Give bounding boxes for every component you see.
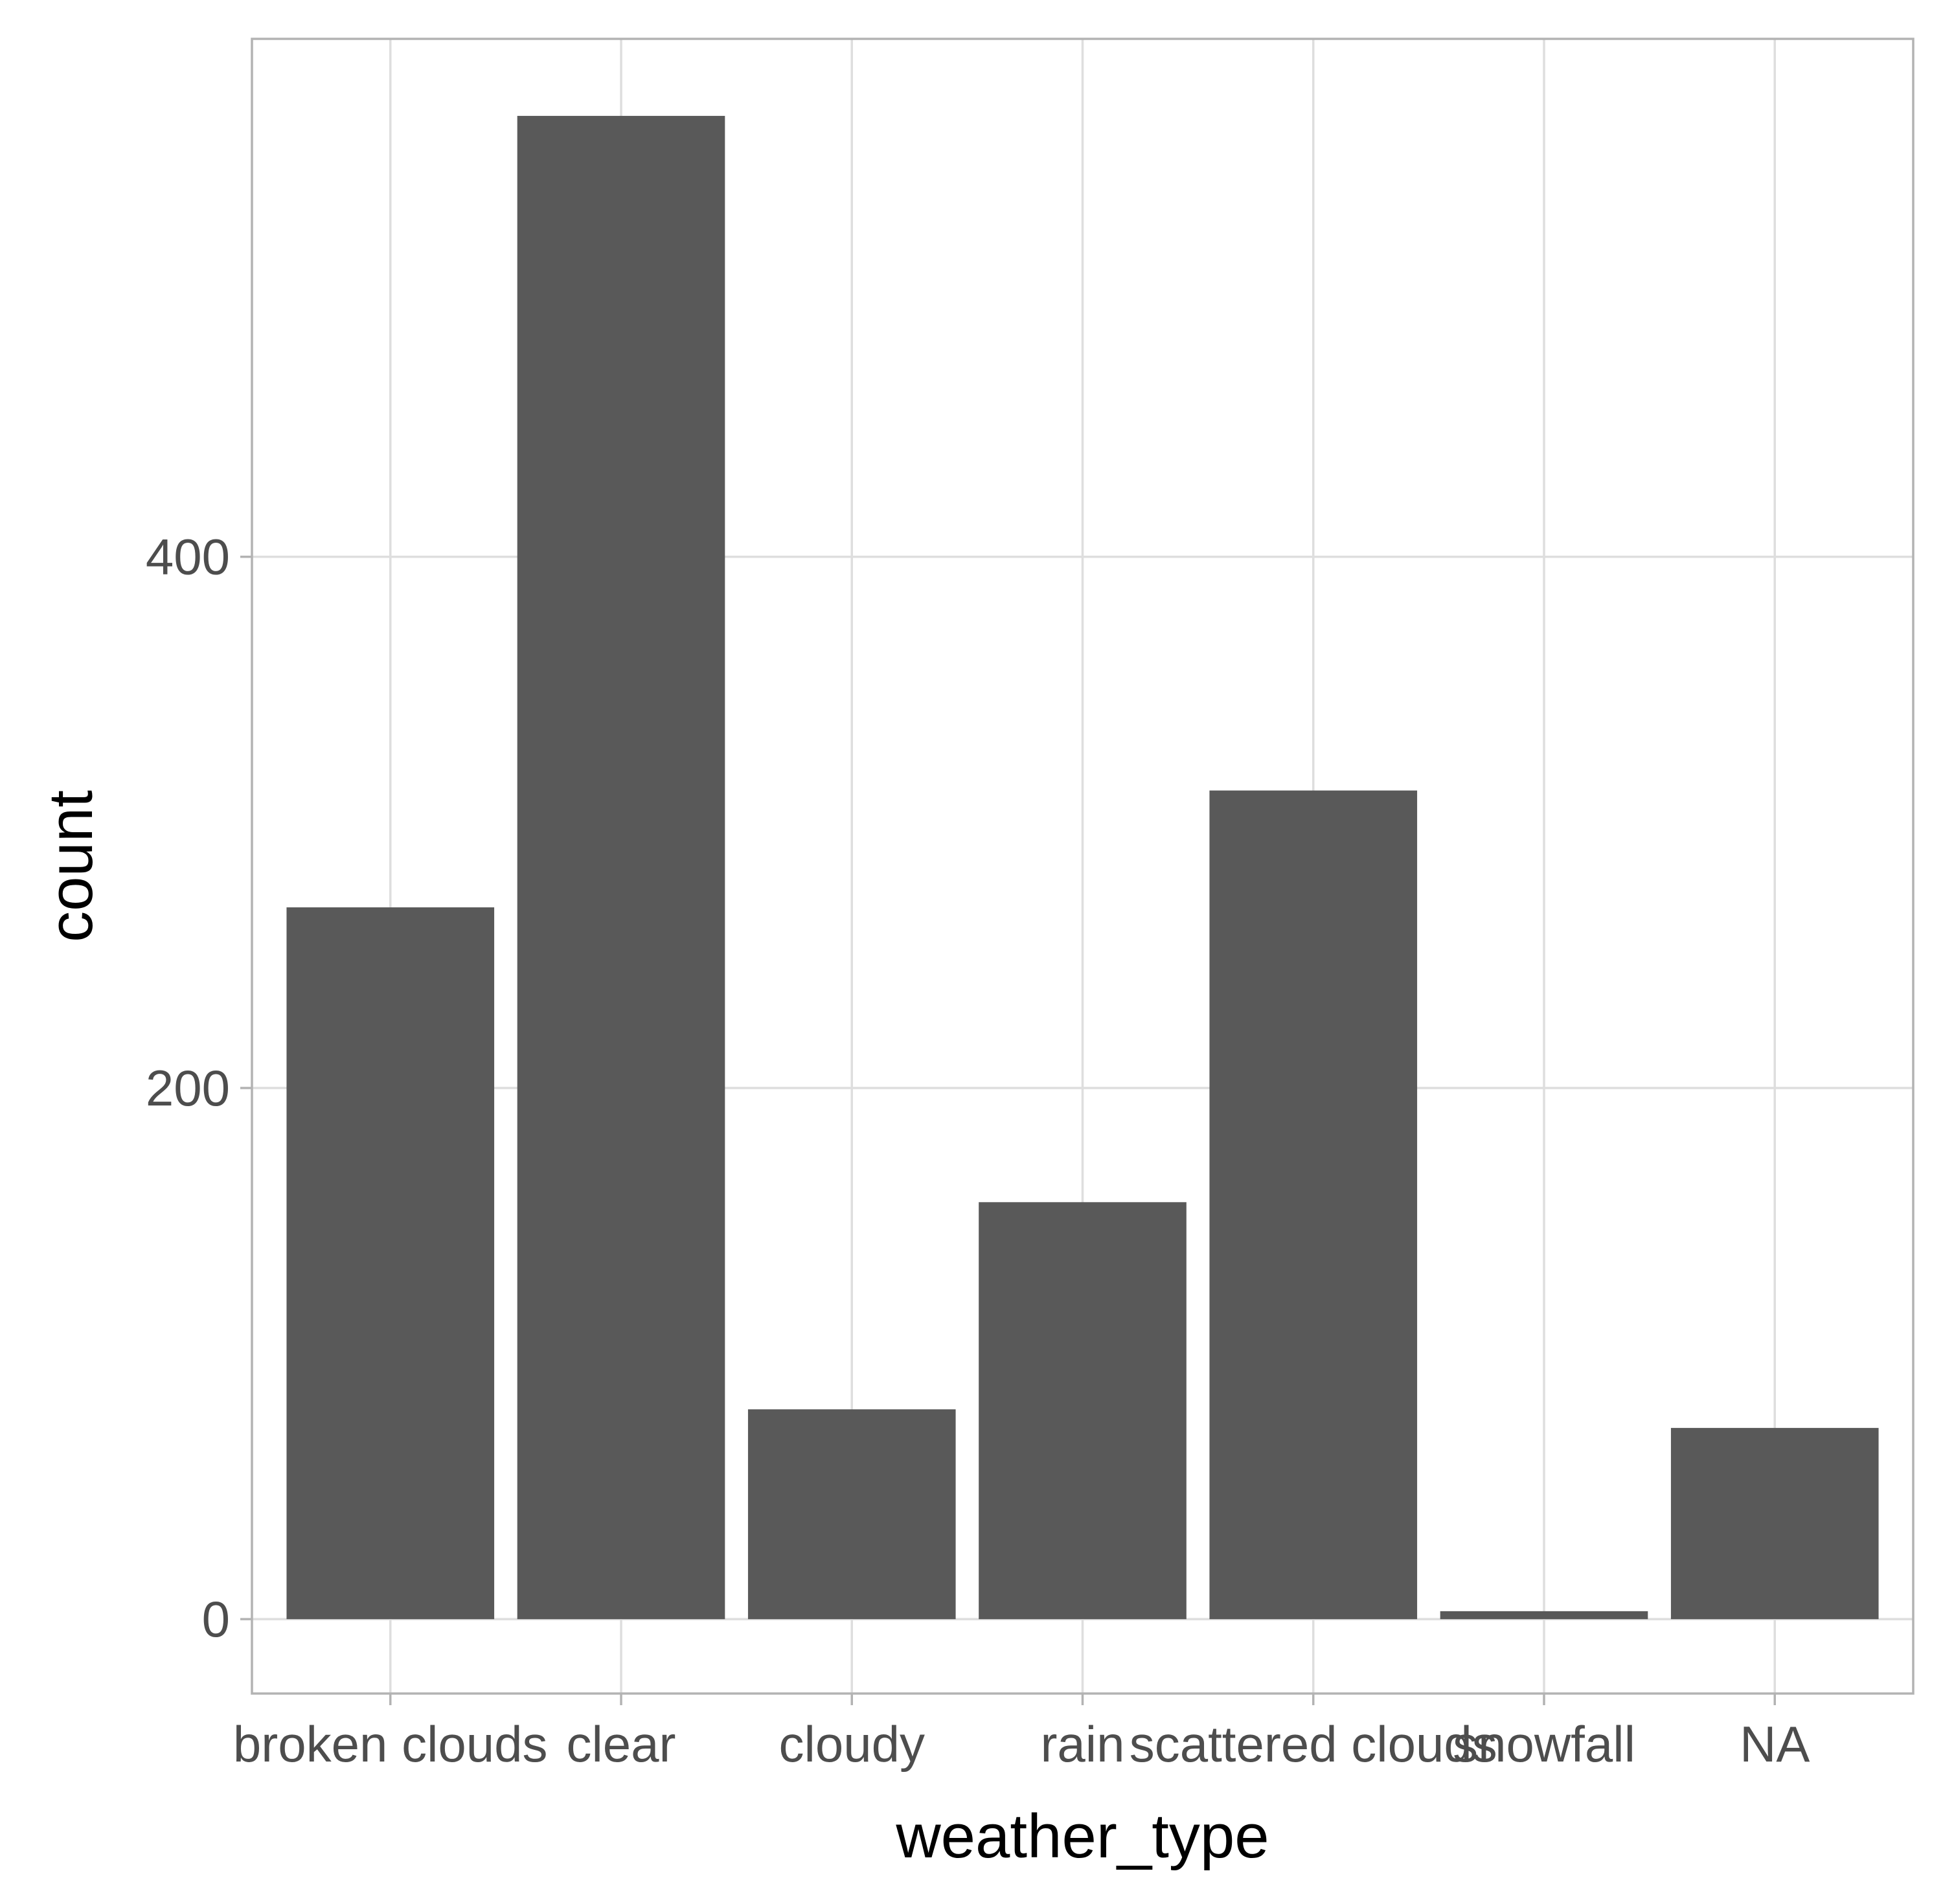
bar-scattered-clouds	[1209, 790, 1418, 1620]
x-axis-ticks: broken clouds clear cloudy rain scattered cl…	[233, 1694, 1810, 1773]
bar-clear	[517, 115, 725, 1620]
x-tick-label: scattered clouds	[1130, 1716, 1497, 1773]
x-tick-label: NA	[1740, 1716, 1810, 1773]
bar-na	[1670, 1427, 1879, 1620]
bar-snowfall	[1440, 1611, 1648, 1620]
y-tick-label: 400	[146, 528, 230, 585]
bar-cloudy	[747, 1409, 956, 1620]
y-tick-label: 200	[146, 1060, 230, 1116]
bar-layer	[286, 115, 1879, 1620]
y-axis-ticks: 0 200 400	[146, 528, 252, 1648]
x-tick-label: cloudy	[779, 1716, 925, 1773]
x-tick-label: snowfall	[1453, 1716, 1635, 1773]
y-axis-title: count	[36, 790, 106, 942]
x-tick-label: rain	[1040, 1716, 1124, 1773]
x-tick-label: broken clouds	[233, 1716, 548, 1773]
bar-broken-clouds	[286, 907, 495, 1620]
y-tick-label: 0	[202, 1591, 230, 1648]
bar-rain	[979, 1202, 1187, 1620]
x-axis-title: weather_type	[895, 1802, 1269, 1871]
x-tick-label: clear	[566, 1716, 676, 1773]
